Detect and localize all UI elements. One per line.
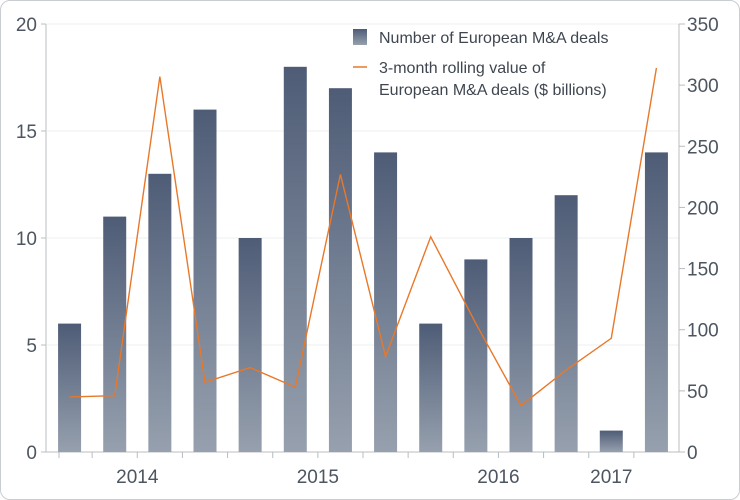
bar bbox=[283, 66, 307, 453]
bar bbox=[509, 238, 533, 452]
bar bbox=[374, 152, 398, 452]
bar bbox=[419, 323, 443, 452]
y-right-tick-label: 150 bbox=[687, 260, 719, 281]
bar bbox=[103, 216, 127, 452]
bar bbox=[58, 323, 82, 452]
y-right-tick-label: 250 bbox=[687, 137, 719, 158]
x-tick-label: 2015 bbox=[297, 467, 339, 488]
x-tick-label: 2017 bbox=[590, 467, 632, 488]
bar bbox=[328, 88, 352, 452]
x-tick-label: 2014 bbox=[116, 467, 159, 488]
legend-swatch-bars bbox=[353, 29, 367, 45]
y-left-tick-label: 0 bbox=[26, 443, 37, 464]
y-left-tick-label: 15 bbox=[16, 122, 37, 143]
y-left-tick-label: 10 bbox=[16, 229, 37, 250]
series-line bbox=[69, 67, 658, 407]
y-left-tick-label: 5 bbox=[26, 336, 37, 357]
bar bbox=[148, 173, 172, 453]
y-right-tick-label: 300 bbox=[687, 76, 719, 97]
y-right-tick-label: 100 bbox=[687, 321, 719, 342]
bar bbox=[238, 238, 262, 452]
bar bbox=[554, 195, 578, 452]
legend-label-bars: Number of European M&A deals bbox=[379, 30, 608, 47]
y-right-tick-label: 350 bbox=[687, 15, 719, 36]
bar bbox=[599, 430, 623, 452]
y-right-tick-label: 0 bbox=[687, 443, 698, 464]
bar bbox=[464, 259, 488, 452]
x-tick-label: 2016 bbox=[477, 467, 519, 488]
y-right-tick-label: 200 bbox=[687, 198, 719, 219]
y-left-tick-label: 20 bbox=[16, 15, 37, 36]
bar bbox=[644, 152, 668, 452]
y-right-tick-label: 50 bbox=[687, 382, 708, 403]
legend-label-line: 3-month rolling value of European M&A dea… bbox=[379, 60, 607, 99]
bar bbox=[193, 109, 217, 452]
